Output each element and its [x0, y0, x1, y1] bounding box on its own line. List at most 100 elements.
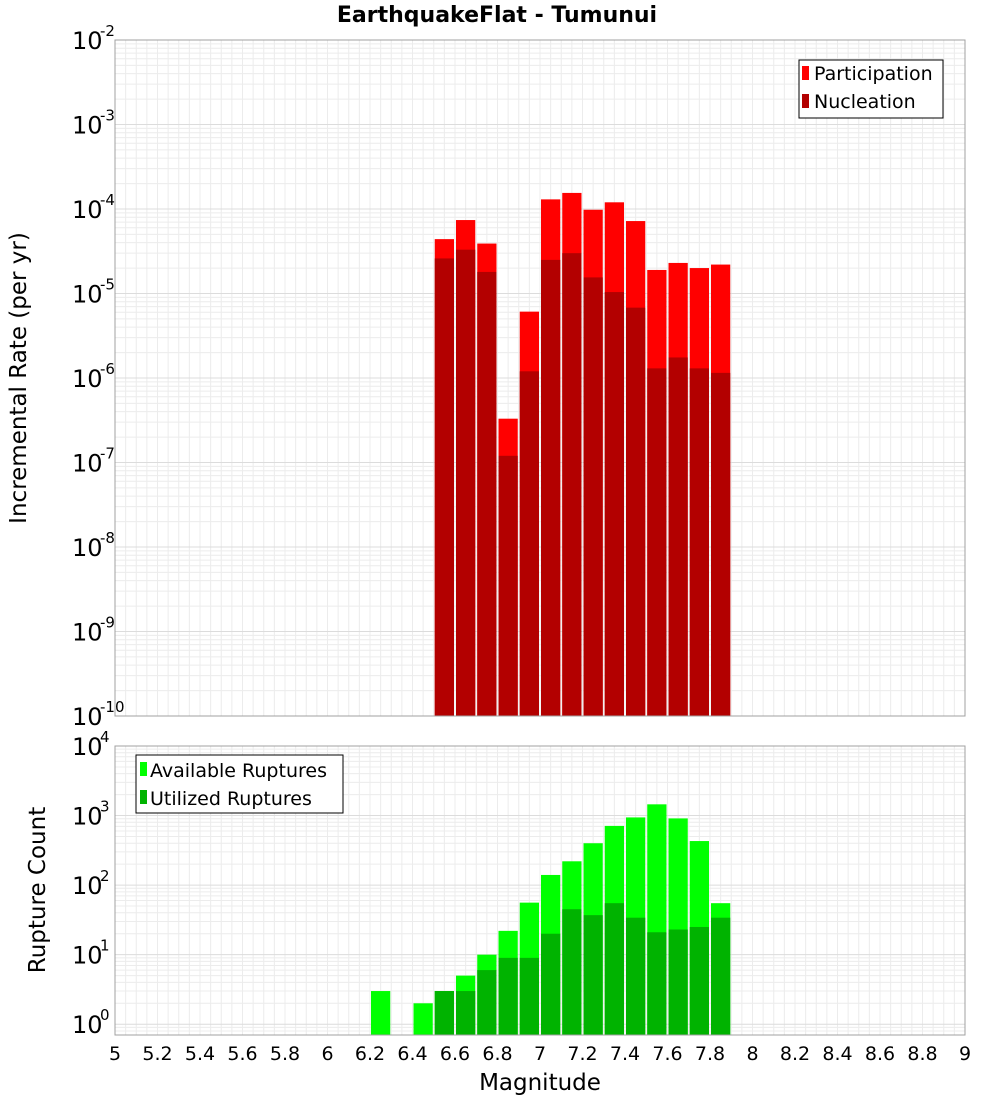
bottom-y-axis-label: Rupture Count [25, 807, 51, 973]
y-tick-label: 10-7 [72, 445, 115, 478]
bar-nucleation [562, 253, 582, 716]
x-tick-label: 6.4 [397, 1043, 427, 1065]
y-tick-label: 10-9 [72, 614, 115, 647]
top-grid [114, 40, 966, 717]
top-bars [434, 192, 731, 717]
svg-text:10: 10 [72, 112, 103, 140]
bar-utilized-ruptures [541, 933, 561, 1035]
svg-text:10: 10 [72, 872, 103, 900]
bar-utilized-ruptures [562, 909, 582, 1035]
top-legend: Participation Nucleation [798, 59, 944, 119]
bar-utilized-ruptures [689, 926, 709, 1035]
svg-text:-3: -3 [100, 107, 115, 125]
y-tick-label: 10-10 [72, 698, 125, 731]
x-tick-label: 5.8 [270, 1043, 300, 1065]
bar-nucleation [604, 292, 624, 716]
svg-text:10: 10 [72, 803, 103, 831]
x-axis-label: Magnitude [479, 1070, 601, 1096]
svg-text:2: 2 [100, 867, 110, 885]
svg-text:10: 10 [72, 1011, 103, 1039]
bar-nucleation [519, 371, 539, 716]
legend-label-nucleation: Nucleation [814, 91, 916, 113]
top-plot-frame [114, 39, 966, 717]
bar-nucleation [668, 357, 688, 716]
bar-utilized-ruptures [456, 991, 476, 1035]
y-tick-label: 10-8 [72, 529, 115, 562]
bar-utilized-ruptures [647, 932, 667, 1035]
bar-nucleation [498, 455, 518, 716]
bar-nucleation [434, 258, 454, 716]
x-tick-label: 5.6 [227, 1043, 257, 1065]
svg-text:10: 10 [72, 534, 103, 562]
svg-text:-7: -7 [100, 445, 115, 463]
x-tick-label: 5 [109, 1043, 121, 1065]
bar-available-ruptures [413, 1003, 433, 1035]
svg-text:-5: -5 [100, 276, 115, 294]
y-tick-label: 100 [72, 1006, 110, 1039]
bar-nucleation [626, 307, 646, 716]
svg-text:-2: -2 [100, 22, 115, 40]
y-tick-label: 10-5 [72, 276, 115, 309]
y-tick-label: 102 [72, 867, 110, 900]
bar-utilized-ruptures [626, 917, 646, 1035]
legend-swatch-nucleation [802, 94, 809, 108]
svg-text:10: 10 [72, 196, 103, 224]
x-tick-label: 8 [746, 1043, 758, 1065]
bar-nucleation [711, 372, 731, 716]
svg-text:0: 0 [100, 1006, 110, 1024]
bar-utilized-ruptures [583, 915, 603, 1035]
bar-utilized-ruptures [668, 929, 688, 1035]
legend-swatch-utilized [140, 790, 147, 804]
svg-text:3: 3 [100, 798, 110, 816]
legend-label-utilized: Utilized Ruptures [150, 788, 312, 810]
y-tick-label: 103 [72, 798, 110, 831]
bottom-legend: Available Ruptures Utilized Ruptures [135, 754, 344, 814]
x-tick-label: 6.2 [355, 1043, 385, 1065]
svg-text:10: 10 [72, 281, 103, 309]
x-tick-label: 7.2 [567, 1043, 597, 1065]
x-ticks: 5 5.2 5.4 5.6 5.8 6 6.2 6.4 6.6 6.8 7 7.2 7.4 7.6 7.8 8… [109, 1043, 971, 1065]
bar-utilized-ruptures [477, 970, 497, 1035]
bar-available-ruptures [371, 991, 391, 1035]
legend-label-participation: Participation [814, 63, 933, 85]
svg-text:10: 10 [72, 703, 103, 731]
y-tick-label: 10-4 [72, 191, 115, 224]
svg-text:10: 10 [72, 27, 103, 55]
bottom-plot-frame [114, 745, 966, 1036]
svg-text:10: 10 [72, 365, 103, 393]
svg-text:-4: -4 [100, 191, 115, 209]
x-tick-label: 7.8 [695, 1043, 725, 1065]
svg-text:10: 10 [72, 450, 103, 478]
legend-swatch-available [140, 762, 147, 776]
x-tick-label: 5.2 [142, 1043, 172, 1065]
legend-swatch-participation [802, 66, 809, 80]
y-tick-label: 10-2 [72, 22, 115, 55]
bar-nucleation [647, 368, 667, 716]
x-tick-label: 5.4 [185, 1043, 215, 1065]
bar-nucleation [541, 259, 561, 716]
bar-utilized-ruptures [434, 991, 454, 1035]
bar-utilized-ruptures [711, 917, 731, 1035]
x-tick-label: 8.4 [822, 1043, 852, 1065]
chart-title: EarthquakeFlat - Tumunui [337, 3, 657, 28]
bar-nucleation [583, 277, 603, 716]
y-tick-label: 10-3 [72, 107, 115, 140]
x-tick-label: 7.4 [610, 1043, 640, 1065]
svg-text:-9: -9 [100, 614, 115, 632]
svg-text:-10: -10 [100, 698, 125, 716]
svg-text:10: 10 [72, 942, 103, 970]
bar-utilized-ruptures [604, 903, 624, 1035]
x-tick-label: 6 [321, 1043, 333, 1065]
y-tick-label: 104 [72, 728, 110, 761]
legend-label-available: Available Ruptures [150, 760, 327, 782]
x-tick-label: 7 [534, 1043, 546, 1065]
svg-text:1: 1 [100, 937, 110, 955]
x-tick-label: 8.2 [780, 1043, 810, 1065]
bar-nucleation [477, 271, 497, 716]
x-tick-label: 9 [959, 1043, 971, 1065]
bottom-bars [371, 804, 731, 1035]
top-y-axis-label: Incremental Rate (per yr) [6, 232, 32, 524]
